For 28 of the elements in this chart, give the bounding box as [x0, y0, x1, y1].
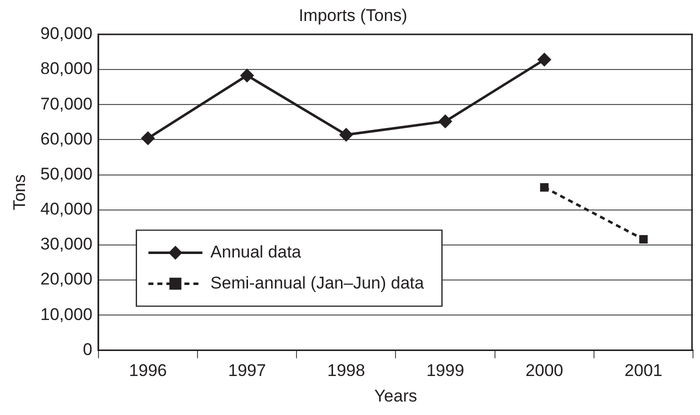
legend-label: Annual data	[210, 242, 302, 262]
y-tick-label: 80,000	[40, 59, 92, 78]
point	[537, 52, 552, 67]
x-tick-label: 1998	[327, 361, 366, 380]
point	[639, 235, 648, 244]
y-tick-label: 20,000	[40, 270, 92, 289]
y-tick-label: 50,000	[40, 164, 92, 184]
point	[438, 114, 452, 128]
x-tick-label: 1997	[228, 361, 266, 380]
point	[540, 183, 549, 192]
y-tick-label: 40,000	[40, 200, 92, 219]
chart-title: Imports (Tons)	[298, 6, 408, 25]
x-tick-label: 2000	[525, 361, 564, 380]
y-tick-label: 30,000	[40, 234, 92, 254]
y-tick-label: 0	[82, 340, 92, 359]
point	[140, 131, 155, 146]
point	[339, 128, 354, 142]
x-tick-label: 1999	[426, 361, 464, 380]
y-axis-title: Tons	[10, 174, 29, 210]
x-tick-label: 2001	[624, 361, 662, 380]
point	[240, 68, 254, 82]
legend-label: Semi-annual (Jan–Jun) data	[210, 273, 425, 292]
y-tick-label: 60,000	[40, 129, 92, 148]
x-axis-title: Years	[374, 386, 418, 406]
x-tick-label: 1996	[129, 361, 167, 380]
y-tick-label: 90,000	[40, 24, 92, 44]
y-tick-label: 10,000	[40, 304, 92, 324]
y-tick-label: 70,000	[40, 94, 92, 114]
